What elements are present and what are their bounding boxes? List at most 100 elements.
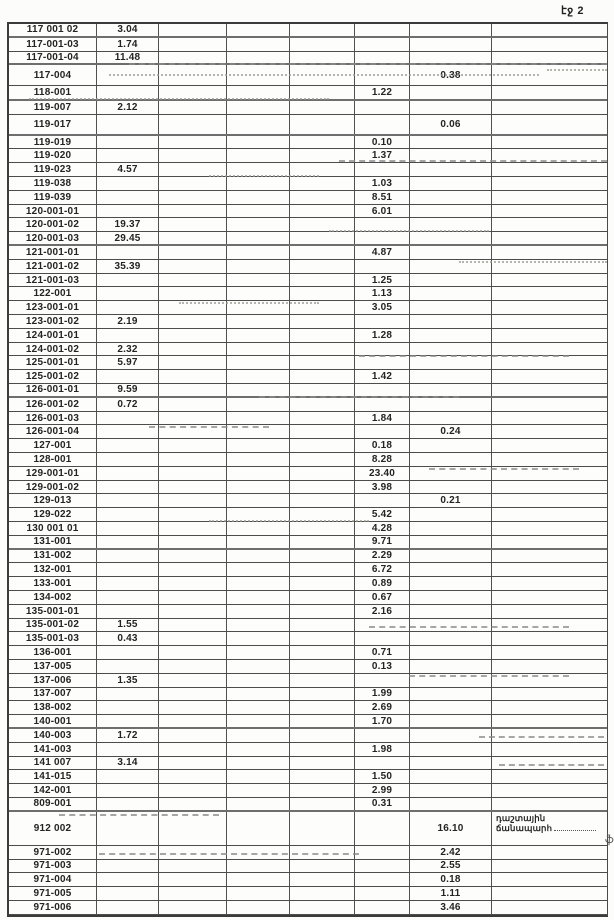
area-value-cell: 1.84 [355, 411, 410, 425]
area-value-cell [410, 701, 492, 715]
table-row: 117 001 02 3.04 [9, 24, 607, 38]
note-cell [492, 846, 607, 859]
area-value-cell: 4.57 [97, 163, 159, 177]
area-value-cell [410, 797, 492, 810]
area-value-cell [410, 673, 492, 687]
area-value-cell [410, 590, 492, 604]
area-value-cell [410, 784, 492, 797]
parcel-code-cell: 120-001-02 [9, 218, 97, 232]
area-value-cell [227, 508, 290, 521]
table-row: 129-001-01 23.40 [9, 466, 607, 481]
area-value-cell: 3.46 [410, 900, 492, 914]
area-value-cell: 1.74 [97, 37, 159, 51]
area-value-cell [227, 604, 290, 618]
area-value-cell [159, 480, 227, 494]
area-value-cell [159, 715, 227, 727]
area-value-cell [97, 177, 159, 190]
area-value-cell [159, 315, 227, 328]
area-value-cell [290, 114, 355, 134]
area-value-cell [227, 845, 290, 859]
table-row: 137-007 1.99 [9, 687, 607, 702]
area-value-cell [227, 563, 290, 577]
area-value-cell [159, 163, 227, 177]
parcel-code-cell: 119-038 [9, 177, 97, 190]
table-row: 137-005 0.13 [9, 659, 607, 674]
area-value-cell [159, 453, 227, 466]
area-value-cell [290, 384, 355, 396]
area-value-cell: 19.37 [97, 218, 159, 232]
area-value-cell [290, 632, 355, 646]
area-value-cell [97, 508, 159, 521]
parcel-code-cell: 971-004 [9, 873, 97, 887]
area-value-cell [159, 797, 227, 810]
area-value-cell [355, 24, 410, 36]
area-value-cell: 6.72 [355, 563, 410, 577]
area-value-cell: 4.87 [355, 246, 410, 259]
area-value-cell [159, 900, 227, 914]
note-cell [492, 674, 607, 687]
table-row: 120-001-01 6.01 [9, 204, 607, 219]
area-value-cell [97, 900, 159, 914]
note-text-line1: դաշտային [496, 812, 546, 823]
note-cell [492, 356, 607, 369]
table-row: 124-001-01 1.28 [9, 328, 607, 343]
area-value-cell [227, 784, 290, 797]
parcel-code-cell: 119-020 [9, 149, 97, 163]
parcel-code-cell: 121-001-02 [9, 259, 97, 273]
area-value-cell [290, 149, 355, 163]
area-value-cell: 3.14 [97, 756, 159, 770]
area-value-cell [159, 632, 227, 646]
area-value-cell [355, 259, 410, 273]
area-value-cell: 1.99 [355, 687, 410, 701]
note-cell [492, 163, 607, 176]
area-value-cell [227, 328, 290, 342]
area-value-cell: 3.04 [97, 24, 159, 36]
parcel-code-cell: 117-001-03 [9, 37, 97, 51]
table-row: 125-001-01 5.97 [9, 356, 607, 371]
note-cell [492, 101, 607, 114]
note-cell [492, 605, 607, 618]
area-value-cell [290, 342, 355, 356]
area-value-cell [159, 384, 227, 396]
area-value-cell [97, 287, 159, 301]
area-value-cell [159, 397, 227, 411]
area-value-cell [290, 177, 355, 190]
area-value-cell [410, 646, 492, 659]
area-value-cell: 2.12 [97, 100, 159, 114]
note-cell [492, 412, 607, 425]
parcel-code-cell: 127-001 [9, 439, 97, 453]
area-value-cell [159, 659, 227, 673]
table-row: 129-001-02 3.98 [9, 480, 607, 495]
note-cell [492, 274, 607, 287]
note-cell [492, 688, 607, 701]
area-value-cell: 1.37 [355, 149, 410, 163]
area-value-cell [355, 632, 410, 646]
parcel-code-cell: 121-001-01 [9, 246, 97, 259]
area-value-cell [97, 204, 159, 218]
area-value-cell [290, 770, 355, 784]
area-value-cell [355, 397, 410, 411]
parcel-code-cell: 136-001 [9, 646, 97, 659]
area-value-cell [290, 190, 355, 204]
note-cell [492, 494, 607, 507]
table-row: 122-001 1.13 [9, 287, 607, 302]
table-row: 119-017 0.06 [9, 114, 607, 136]
table-row: 119-019 0.10 [9, 135, 607, 150]
area-value-cell [227, 100, 290, 114]
area-value-cell [355, 673, 410, 687]
parcel-code-cell: 137-007 [9, 687, 97, 701]
area-value-cell [97, 425, 159, 439]
table-row: 142-001 2.99 [9, 784, 607, 798]
area-value-cell [410, 328, 492, 342]
area-value-cell: 8.28 [355, 453, 410, 466]
parcel-code-cell: 126-001-04 [9, 425, 97, 439]
area-value-cell: 1.98 [355, 742, 410, 756]
area-value-cell [159, 859, 227, 873]
area-value-cell [355, 356, 410, 370]
note-cell [492, 701, 607, 714]
area-value-cell [410, 370, 492, 384]
table-row: 141-015 1.50 [9, 770, 607, 785]
area-value-cell: 2.55 [410, 859, 492, 873]
area-value-cell [97, 797, 159, 810]
area-value-cell [410, 149, 492, 163]
